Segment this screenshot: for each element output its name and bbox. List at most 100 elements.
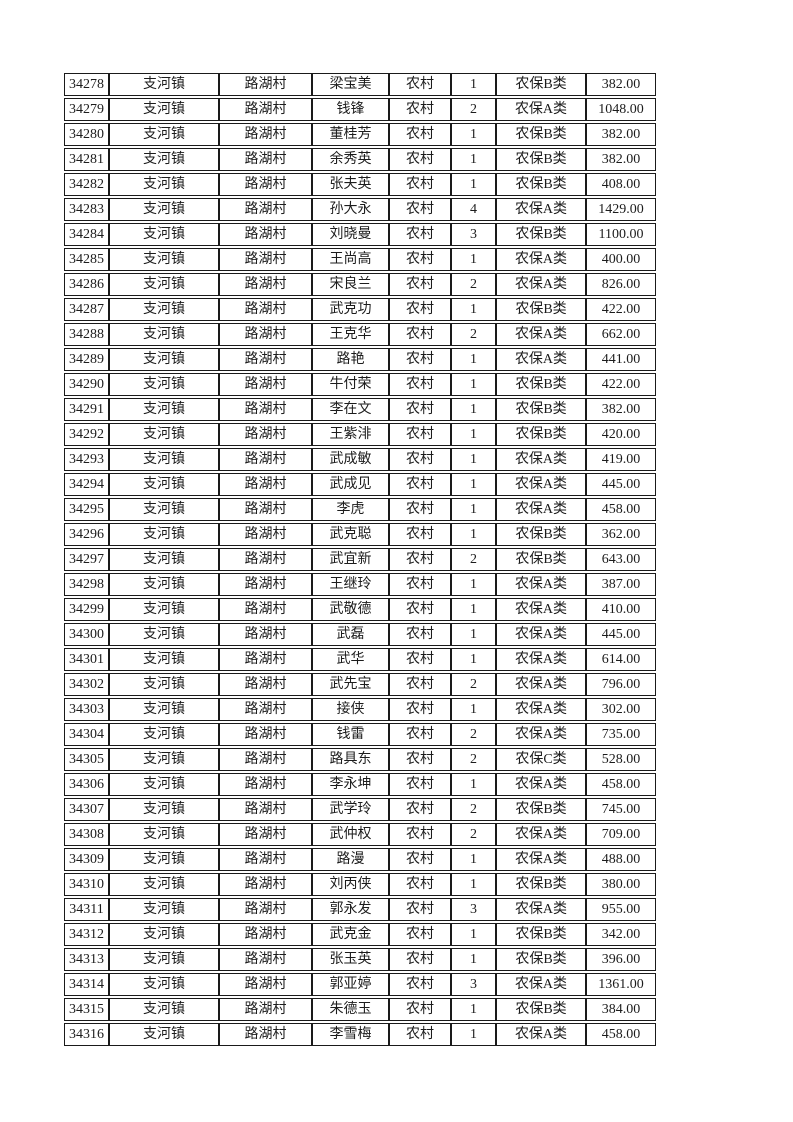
cell-village: 路湖村	[219, 123, 312, 146]
cell-residence: 农村	[389, 723, 451, 746]
records-table-body: 34278 支河镇 路湖村 梁宝美 农村 1 农保B类 382.00 34279 支河镇 路湖村 钱锋…	[64, 73, 656, 1046]
cell-id: 34285	[64, 248, 109, 271]
cell-id: 34299	[64, 598, 109, 621]
cell-count: 1	[451, 473, 496, 496]
cell-town: 支河镇	[109, 848, 219, 871]
cell-residence: 农村	[389, 323, 451, 346]
cell-village: 路湖村	[219, 798, 312, 821]
cell-amount: 1361.00	[586, 973, 656, 996]
cell-count: 4	[451, 198, 496, 221]
table-row: 34313 支河镇 路湖村 张玉英 农村 1 农保B类 396.00	[64, 948, 656, 971]
table-row: 34311 支河镇 路湖村 郭永发 农村 3 农保A类 955.00	[64, 898, 656, 921]
cell-town: 支河镇	[109, 1023, 219, 1046]
cell-id: 34308	[64, 823, 109, 846]
cell-town: 支河镇	[109, 98, 219, 121]
cell-name: 路具东	[312, 748, 389, 771]
table-row: 34290 支河镇 路湖村 牛付荣 农村 1 农保B类 422.00	[64, 373, 656, 396]
cell-amount: 458.00	[586, 498, 656, 521]
cell-village: 路湖村	[219, 948, 312, 971]
table-row: 34302 支河镇 路湖村 武先宝 农村 2 农保A类 796.00	[64, 673, 656, 696]
cell-residence: 农村	[389, 73, 451, 96]
table-row: 34283 支河镇 路湖村 孙大永 农村 4 农保A类 1429.00	[64, 198, 656, 221]
table-row: 34312 支河镇 路湖村 武克金 农村 1 农保B类 342.00	[64, 923, 656, 946]
cell-insurance_type: 农保B类	[496, 798, 586, 821]
cell-amount: 342.00	[586, 923, 656, 946]
cell-count: 1	[451, 623, 496, 646]
cell-village: 路湖村	[219, 648, 312, 671]
cell-town: 支河镇	[109, 498, 219, 521]
cell-amount: 662.00	[586, 323, 656, 346]
cell-count: 1	[451, 348, 496, 371]
cell-insurance_type: 农保B类	[496, 298, 586, 321]
cell-town: 支河镇	[109, 323, 219, 346]
cell-id: 34284	[64, 223, 109, 246]
cell-name: 朱德玉	[312, 998, 389, 1021]
cell-amount: 1429.00	[586, 198, 656, 221]
cell-count: 1	[451, 598, 496, 621]
cell-amount: 380.00	[586, 873, 656, 896]
cell-id: 34280	[64, 123, 109, 146]
cell-insurance_type: 农保C类	[496, 748, 586, 771]
cell-name: 李虎	[312, 498, 389, 521]
cell-residence: 农村	[389, 448, 451, 471]
cell-id: 34311	[64, 898, 109, 921]
cell-id: 34282	[64, 173, 109, 196]
cell-residence: 农村	[389, 298, 451, 321]
cell-amount: 419.00	[586, 448, 656, 471]
cell-amount: 709.00	[586, 823, 656, 846]
cell-count: 1	[451, 248, 496, 271]
cell-name: 王尚高	[312, 248, 389, 271]
cell-id: 34312	[64, 923, 109, 946]
cell-name: 钱雷	[312, 723, 389, 746]
cell-id: 34295	[64, 498, 109, 521]
cell-id: 34309	[64, 848, 109, 871]
cell-amount: 410.00	[586, 598, 656, 621]
cell-id: 34292	[64, 423, 109, 446]
cell-town: 支河镇	[109, 623, 219, 646]
cell-village: 路湖村	[219, 598, 312, 621]
cell-id: 34288	[64, 323, 109, 346]
cell-count: 1	[451, 298, 496, 321]
cell-village: 路湖村	[219, 498, 312, 521]
cell-id: 34287	[64, 298, 109, 321]
cell-town: 支河镇	[109, 723, 219, 746]
cell-town: 支河镇	[109, 73, 219, 96]
table-row: 34289 支河镇 路湖村 路艳 农村 1 农保A类 441.00	[64, 348, 656, 371]
cell-name: 武克功	[312, 298, 389, 321]
cell-count: 1	[451, 948, 496, 971]
cell-amount: 382.00	[586, 73, 656, 96]
cell-insurance_type: 农保A类	[496, 248, 586, 271]
table-row: 34288 支河镇 路湖村 王克华 农村 2 农保A类 662.00	[64, 323, 656, 346]
cell-name: 郭永发	[312, 898, 389, 921]
table-row: 34309 支河镇 路湖村 路漫 农村 1 农保A类 488.00	[64, 848, 656, 871]
cell-count: 1	[451, 698, 496, 721]
cell-insurance_type: 农保A类	[496, 448, 586, 471]
cell-town: 支河镇	[109, 648, 219, 671]
cell-town: 支河镇	[109, 198, 219, 221]
cell-residence: 农村	[389, 823, 451, 846]
table-row: 34280 支河镇 路湖村 董桂芳 农村 1 农保B类 382.00	[64, 123, 656, 146]
cell-name: 武仲权	[312, 823, 389, 846]
cell-insurance_type: 农保A类	[496, 698, 586, 721]
cell-town: 支河镇	[109, 923, 219, 946]
cell-count: 3	[451, 973, 496, 996]
cell-amount: 384.00	[586, 998, 656, 1021]
cell-town: 支河镇	[109, 398, 219, 421]
cell-name: 武先宝	[312, 673, 389, 696]
cell-amount: 458.00	[586, 1023, 656, 1046]
cell-insurance_type: 农保B类	[496, 873, 586, 896]
cell-count: 1	[451, 123, 496, 146]
cell-village: 路湖村	[219, 698, 312, 721]
cell-count: 1	[451, 498, 496, 521]
cell-name: 李永坤	[312, 773, 389, 796]
cell-village: 路湖村	[219, 823, 312, 846]
cell-amount: 955.00	[586, 898, 656, 921]
cell-name: 武克聪	[312, 523, 389, 546]
cell-name: 路漫	[312, 848, 389, 871]
cell-insurance_type: 农保B类	[496, 73, 586, 96]
cell-amount: 826.00	[586, 273, 656, 296]
cell-name: 郭亚婷	[312, 973, 389, 996]
table-row: 34298 支河镇 路湖村 王继玲 农村 1 农保A类 387.00	[64, 573, 656, 596]
cell-amount: 382.00	[586, 148, 656, 171]
cell-village: 路湖村	[219, 148, 312, 171]
